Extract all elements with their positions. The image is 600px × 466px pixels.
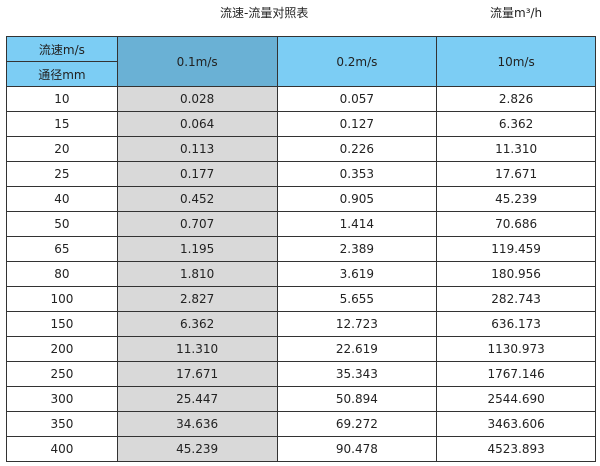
table-row: 20 0.113 0.226 11.310: [6, 136, 596, 162]
diameter-cell: 25: [6, 161, 118, 187]
table-row: 150 6.362 12.723 636.173: [6, 311, 596, 337]
flow-cell: 1.414: [276, 211, 438, 237]
table-row: 50 0.707 1.414 70.686: [6, 211, 596, 237]
diameter-cell: 20: [6, 136, 118, 162]
flow-cell: 282.743: [436, 286, 596, 312]
diameter-cell: 65: [6, 236, 118, 262]
flow-cell: 1.810: [116, 261, 278, 287]
flow-cell: 34.636: [116, 411, 278, 437]
flow-cell: 70.686: [436, 211, 596, 237]
unit-label: 流量m³/h: [490, 6, 543, 20]
flow-cell: 2.826: [436, 86, 596, 112]
flow-cell: 50.894: [276, 386, 438, 412]
flow-cell: 2.389: [276, 236, 438, 262]
table-title: 流速-流量对照表: [220, 6, 309, 20]
flow-cell: 22.619: [276, 336, 438, 362]
flow-cell: 636.173: [436, 311, 596, 337]
diameter-cell: 40: [6, 186, 118, 212]
flow-cell: 0.353: [276, 161, 438, 187]
flow-cell: 1.195: [116, 236, 278, 262]
flow-cell: 0.905: [276, 186, 438, 212]
table-row: 65 1.195 2.389 119.459: [6, 236, 596, 262]
flow-cell: 2.827: [116, 286, 278, 312]
flow-cell: 17.671: [116, 361, 278, 387]
flow-cell: 45.239: [436, 186, 596, 212]
diameter-cell: 250: [6, 361, 118, 387]
flow-cell: 45.239: [116, 436, 278, 462]
flow-cell: 2544.690: [436, 386, 596, 412]
flow-cell: 5.655: [276, 286, 438, 312]
flow-cell: 17.671: [436, 161, 596, 187]
diameter-cell: 350: [6, 411, 118, 437]
table-row: 350 34.636 69.272 3463.606: [6, 411, 596, 437]
diameter-cell: 15: [6, 111, 118, 137]
flow-cell: 0.707: [116, 211, 278, 237]
flow-cell: 1130.973: [436, 336, 596, 362]
flow-cell: 3463.606: [436, 411, 596, 437]
flow-cell: 0.057: [276, 86, 438, 112]
flow-cell: 0.226: [276, 136, 438, 162]
diameter-cell: 400: [6, 436, 118, 462]
flow-cell: 1767.146: [436, 361, 596, 387]
flow-cell: 119.459: [436, 236, 596, 262]
flow-cell: 6.362: [436, 111, 596, 137]
table-row: 100 2.827 5.655 282.743: [6, 286, 596, 312]
diameter-cell: 300: [6, 386, 118, 412]
table-row: 15 0.064 0.127 6.362: [6, 111, 596, 137]
diameter-cell: 200: [6, 336, 118, 362]
flow-cell: 0.113: [116, 136, 278, 162]
flow-cell: 25.447: [116, 386, 278, 412]
flow-cell: 0.064: [116, 111, 278, 137]
diameter-cell: 150: [6, 311, 118, 337]
table-row: 300 25.447 50.894 2544.690: [6, 386, 596, 412]
flow-cell: 0.452: [116, 186, 278, 212]
flow-cell: 180.956: [436, 261, 596, 287]
flow-cell: 6.362: [116, 311, 278, 337]
diameter-header: 通径mm: [6, 61, 118, 87]
speed-header: 流速m/s: [6, 36, 118, 62]
table-row: 250 17.671 35.343 1767.146: [6, 361, 596, 387]
flow-cell: 0.028: [116, 86, 278, 112]
table-row: 200 11.310 22.619 1130.973: [6, 336, 596, 362]
flow-cell: 0.127: [276, 111, 438, 137]
flow-cell: 11.310: [436, 136, 596, 162]
flow-cell: 3.619: [276, 261, 438, 287]
diameter-cell: 100: [6, 286, 118, 312]
table-row: 80 1.810 3.619 180.956: [6, 261, 596, 287]
diameter-cell: 80: [6, 261, 118, 287]
table-row: 25 0.177 0.353 17.671: [6, 161, 596, 187]
column-header: 0.2m/s: [276, 36, 438, 87]
flow-cell: 35.343: [276, 361, 438, 387]
flow-cell: 12.723: [276, 311, 438, 337]
table-row: 400 45.239 90.478 4523.893: [6, 436, 596, 462]
flow-table: 流速m/s 0.1m/s 0.2m/s 10m/s 通径mm 10 0.028 0.…: [6, 36, 596, 462]
diameter-cell: 50: [6, 211, 118, 237]
flow-cell: 4523.893: [436, 436, 596, 462]
flow-cell: 0.177: [116, 161, 278, 187]
table-row: 40 0.452 0.905 45.239: [6, 186, 596, 212]
table-row: 10 0.028 0.057 2.826: [6, 86, 596, 112]
flow-cell: 69.272: [276, 411, 438, 437]
column-header: 10m/s: [436, 36, 596, 87]
flow-cell: 11.310: [116, 336, 278, 362]
flow-cell: 90.478: [276, 436, 438, 462]
column-header: 0.1m/s: [116, 36, 278, 87]
diameter-cell: 10: [6, 86, 118, 112]
